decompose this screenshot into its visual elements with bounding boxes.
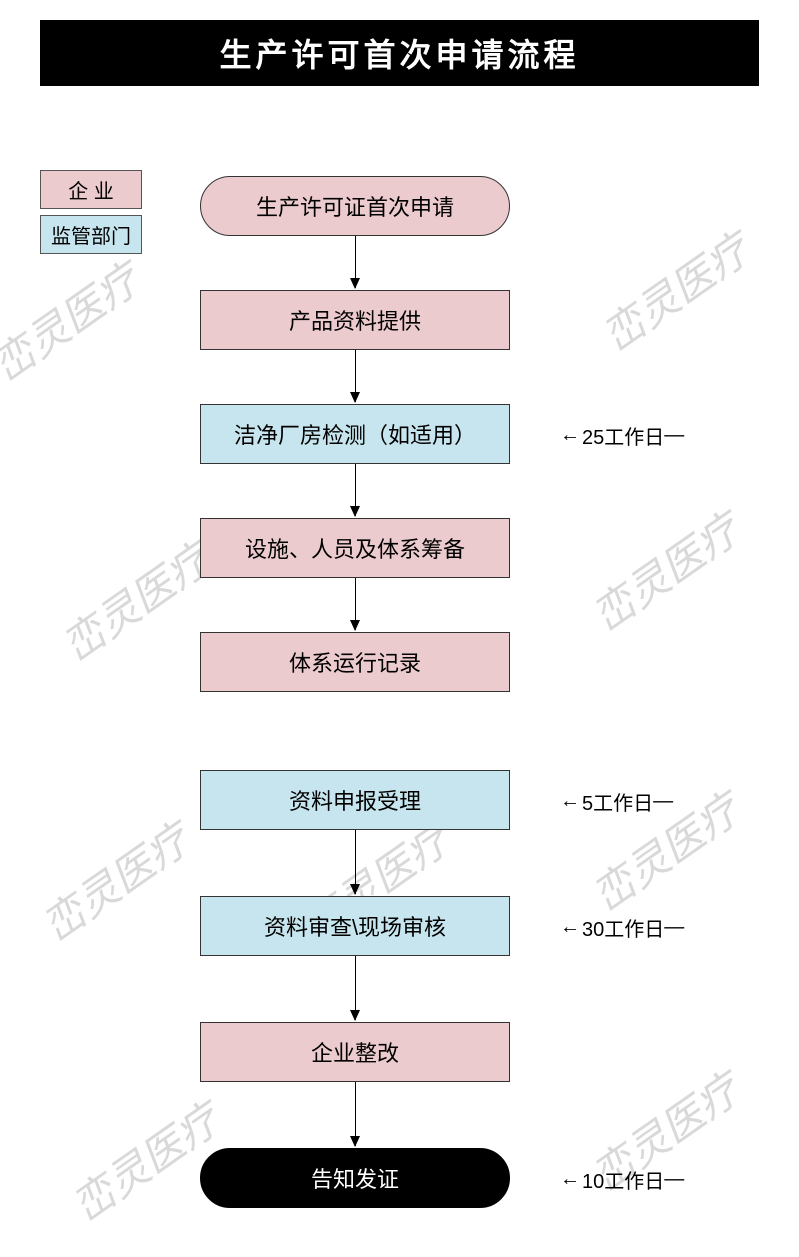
annotation-dash: —	[664, 424, 682, 447]
annotation-n9: ←10工作日—	[560, 1165, 682, 1194]
flow-node-label: 生产许可证首次申请	[256, 190, 454, 222]
legend-enterprise-label: 企 业	[68, 181, 114, 203]
page-title: 生产许可首次申请流程	[40, 20, 759, 86]
flow-node-n4: 设施、人员及体系筹备	[200, 518, 510, 578]
flow-node-n7: 资料审查\现场审核	[200, 896, 510, 956]
annotation-n6: ←5工作日—	[560, 787, 671, 816]
arrow-left-icon: ←	[560, 790, 580, 813]
flow-node-n8: 企业整改	[200, 1022, 510, 1082]
annotation-dash: —	[664, 1168, 682, 1191]
flow-node-label: 洁净厂房检测（如适用）	[234, 418, 476, 450]
flow-arrow-n3-n4	[355, 464, 356, 516]
flow-node-label: 产品资料提供	[289, 304, 421, 336]
legend-regulator: 监管部门	[40, 215, 142, 254]
annotation-n7: ←30工作日—	[560, 913, 682, 942]
legend: 企 业 监管部门	[40, 170, 142, 254]
watermark: 峦灵医疗	[588, 217, 761, 363]
watermark: 峦灵医疗	[28, 807, 201, 953]
flow-arrow-n7-n8	[355, 956, 356, 1020]
flow-node-n9: 告知发证	[200, 1148, 510, 1208]
flow-arrow-n2-n3	[355, 350, 356, 402]
arrow-left-icon: ←	[560, 916, 580, 939]
annotation-dash: —	[664, 916, 682, 939]
title-text: 生产许可首次申请流程	[219, 30, 579, 76]
flow-node-n3: 洁净厂房检测（如适用）	[200, 404, 510, 464]
flow-arrow-n8-n9	[355, 1082, 356, 1146]
flow-node-n5: 体系运行记录	[200, 632, 510, 692]
flow-node-n1: 生产许可证首次申请	[200, 176, 510, 236]
flow-arrow-n6-n7	[355, 830, 356, 894]
flow-node-n2: 产品资料提供	[200, 290, 510, 350]
flow-node-n6: 资料申报受理	[200, 770, 510, 830]
annotation-text: 10工作日	[582, 1165, 664, 1194]
annotation-text: 30工作日	[582, 913, 664, 942]
flow-arrow-n4-n5	[355, 578, 356, 630]
watermark: 峦灵医疗	[0, 247, 150, 393]
flow-arrow-n1-n2	[355, 236, 356, 288]
flow-node-label: 资料审查\现场审核	[264, 910, 446, 942]
annotation-n3: ←25工作日—	[560, 421, 682, 450]
annotation-dash: —	[653, 790, 671, 813]
arrow-left-icon: ←	[560, 424, 580, 447]
watermark: 峦灵医疗	[48, 527, 221, 673]
annotation-text: 25工作日	[582, 421, 664, 450]
arrow-left-icon: ←	[560, 1168, 580, 1191]
flow-node-label: 体系运行记录	[289, 646, 421, 678]
flow-node-label: 企业整改	[311, 1036, 399, 1068]
flow-node-label: 告知发证	[311, 1162, 399, 1194]
annotation-text: 5工作日	[582, 787, 653, 816]
legend-enterprise: 企 业	[40, 170, 142, 209]
watermark: 峦灵医疗	[578, 497, 751, 643]
flow-node-label: 资料申报受理	[289, 784, 421, 816]
flow-node-label: 设施、人员及体系筹备	[245, 532, 465, 564]
legend-regulator-label: 监管部门	[51, 226, 131, 248]
